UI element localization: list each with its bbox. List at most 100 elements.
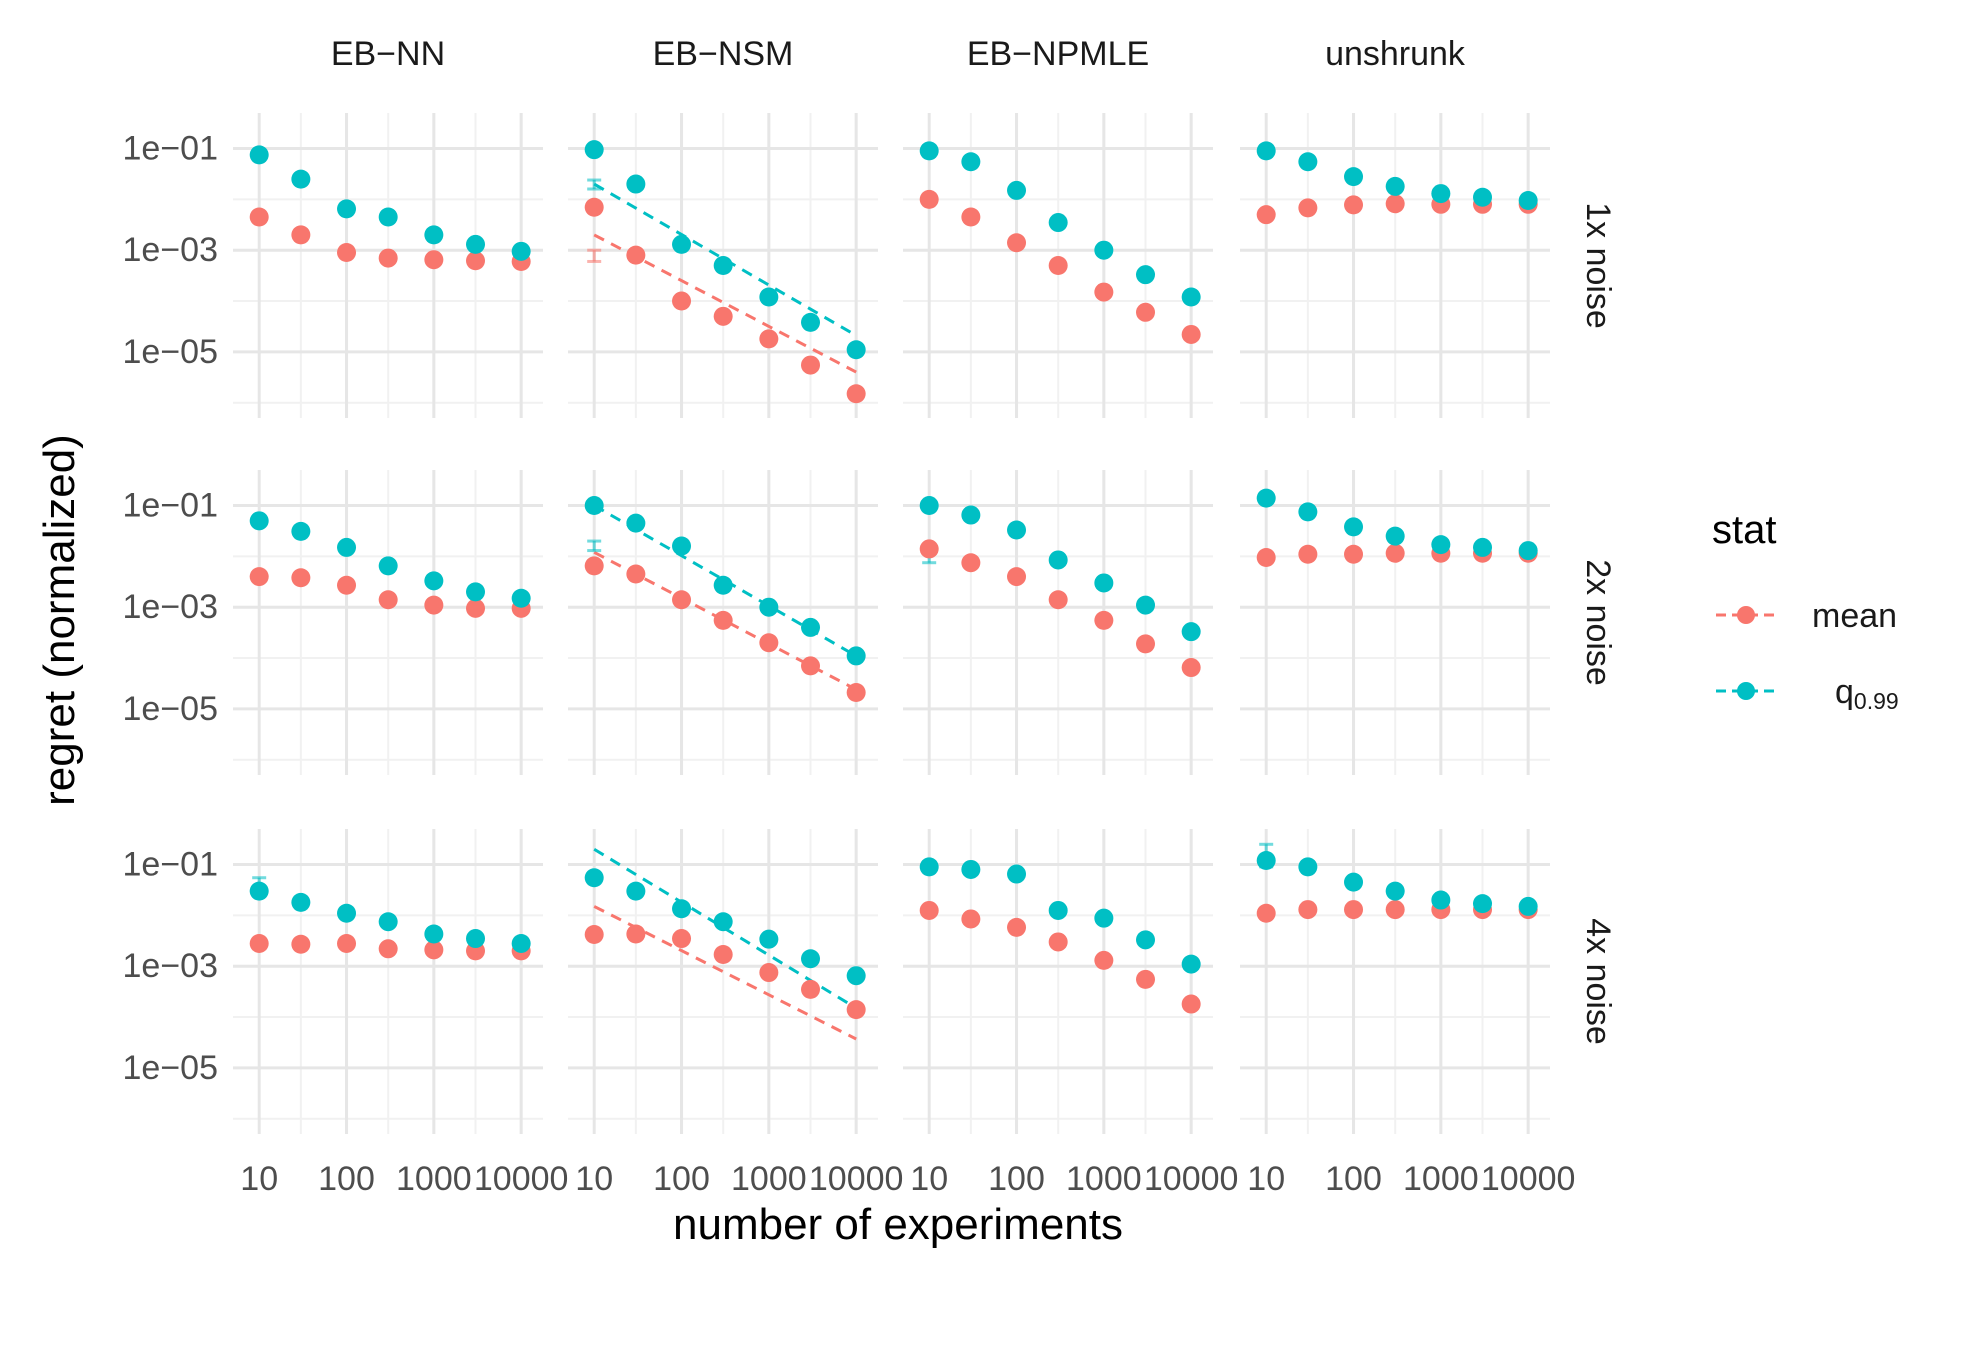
- point-q: [961, 505, 981, 525]
- point-mean: [337, 575, 357, 595]
- point-q: [1136, 265, 1156, 285]
- point-q: [1048, 550, 1068, 570]
- point-q: [378, 556, 398, 576]
- point-mean: [337, 243, 357, 263]
- point-mean: [1094, 950, 1114, 970]
- point-mean: [1007, 233, 1027, 253]
- point-q: [424, 225, 444, 245]
- point-q: [511, 588, 531, 608]
- point-q: [626, 513, 646, 533]
- point-q: [801, 949, 821, 969]
- point-q: [759, 597, 779, 617]
- x-tick-label: 100: [653, 1160, 710, 1198]
- facet-strip-row: 2x noise: [1579, 559, 1617, 686]
- point-q: [713, 575, 733, 595]
- point-q: [801, 312, 821, 332]
- panel-unshrunk-1x noise: [1256, 141, 1538, 225]
- point-mean: [672, 291, 692, 311]
- point-q: [424, 571, 444, 591]
- x-axis-title: number of experiments: [673, 1200, 1123, 1249]
- point-q: [1007, 180, 1027, 200]
- point-q: [424, 924, 444, 944]
- point-mean: [1385, 543, 1405, 563]
- point-q: [1518, 541, 1538, 561]
- panel-EB−NN-1x noise: [249, 145, 531, 271]
- y-tick-label: 1e−05: [123, 1049, 219, 1087]
- point-mean: [249, 207, 269, 227]
- point-q: [1048, 900, 1068, 920]
- point-q: [801, 617, 821, 637]
- point-mean: [1136, 969, 1156, 989]
- point-q: [1518, 190, 1538, 210]
- point-mean: [1256, 903, 1276, 923]
- y-tick-label: 1e−03: [123, 588, 219, 626]
- point-mean: [1298, 900, 1318, 920]
- point-q: [1473, 537, 1493, 557]
- legend: stat mean q0.99: [1712, 508, 1899, 714]
- point-q: [846, 340, 866, 360]
- x-tick-label: 10: [240, 1160, 278, 1198]
- point-q: [759, 929, 779, 949]
- point-q: [1431, 535, 1451, 555]
- point-q: [1431, 184, 1451, 204]
- point-q: [1181, 287, 1201, 307]
- point-q: [1136, 930, 1156, 950]
- x-tick-label: 100: [988, 1160, 1045, 1198]
- point-q: [1094, 573, 1114, 593]
- y-tick-label: 1e−01: [123, 130, 219, 168]
- point-mean: [378, 248, 398, 268]
- point-mean: [1298, 198, 1318, 218]
- point-mean: [919, 189, 939, 209]
- legend-item-mean: mean: [1716, 597, 1897, 635]
- point-q: [511, 933, 531, 953]
- point-q: [1181, 954, 1201, 974]
- point-q: [626, 174, 646, 194]
- panel-grid: [903, 829, 1213, 1134]
- point-mean: [1048, 256, 1068, 275]
- point-q: [291, 521, 311, 541]
- point-q: [584, 140, 604, 160]
- point-mean: [626, 564, 646, 584]
- point-q: [1344, 517, 1364, 537]
- y-tick-label: 1e−05: [123, 333, 219, 371]
- point-q: [846, 966, 866, 986]
- point-q: [1385, 526, 1405, 546]
- point-q: [919, 857, 939, 877]
- y-tick-label: 1e−03: [123, 947, 219, 985]
- facet-strip-column: EB−NPMLE: [967, 35, 1149, 73]
- point-q: [919, 141, 939, 161]
- y-tick-label: 1e−01: [123, 846, 219, 884]
- point-mean: [337, 933, 357, 953]
- point-mean: [759, 329, 779, 349]
- point-q: [378, 207, 398, 227]
- legend-label-q-sub: 0.99: [1854, 688, 1899, 714]
- point-q: [584, 496, 604, 516]
- x-tick-label: 10: [1247, 1160, 1285, 1198]
- point-q: [961, 859, 981, 879]
- point-mean: [1136, 302, 1156, 322]
- point-q: [291, 892, 311, 912]
- point-mean: [378, 590, 398, 610]
- x-tick-label: 10: [910, 1160, 948, 1198]
- point-mean: [584, 925, 604, 945]
- point-q: [1344, 872, 1364, 892]
- point-mean: [291, 225, 311, 245]
- x-tick-label: 100: [1325, 1160, 1382, 1198]
- point-q: [759, 287, 779, 307]
- point-mean: [759, 963, 779, 983]
- facet-panels: [233, 113, 1550, 1134]
- panel-EB−NPMLE-2x noise: [919, 496, 1201, 678]
- point-mean: [466, 598, 486, 618]
- y-tick-label: 1e−05: [123, 690, 219, 728]
- point-q: [584, 868, 604, 888]
- panel-unshrunk-2x noise: [1256, 488, 1538, 567]
- y-tick-label: 1e−03: [123, 231, 219, 269]
- legend-key-q-dot: [1737, 682, 1755, 700]
- point-q: [1048, 213, 1068, 233]
- point-q: [1181, 622, 1201, 642]
- y-tick-label: 1e−01: [123, 487, 219, 525]
- point-q: [1298, 502, 1318, 522]
- point-q: [1256, 851, 1276, 871]
- point-mean: [713, 944, 733, 964]
